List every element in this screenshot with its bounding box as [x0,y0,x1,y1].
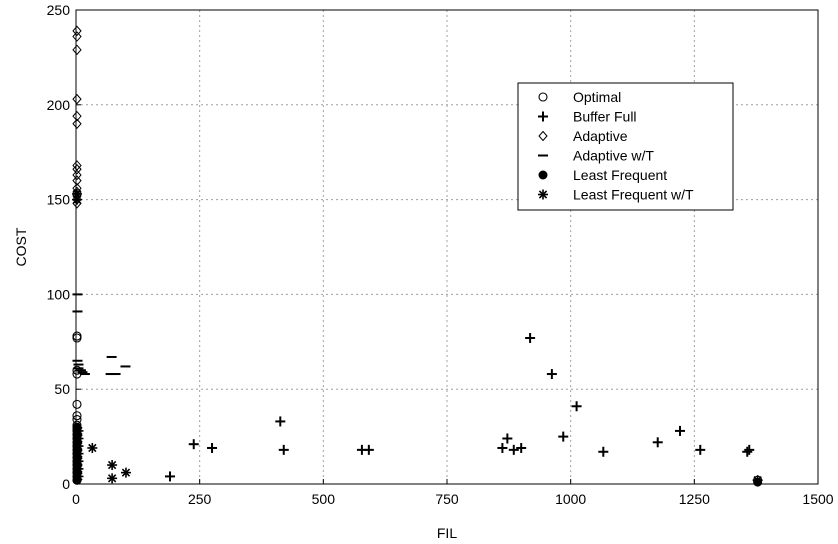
x-tick-label: 750 [435,491,459,507]
data-point [207,442,218,453]
series-3 [72,293,131,376]
data-point [744,444,755,455]
data-point [508,444,519,455]
data-point [72,44,82,56]
data-point [72,164,82,175]
data-point [525,333,536,344]
data-point [107,460,118,471]
legend: Optimal Buffer Full Adaptive Adaptive w/T Le… [517,82,734,211]
y-tick-label: 0 [62,476,70,492]
legend-entry: Adaptive [573,128,628,144]
legend-marker [538,170,548,180]
data-point [72,118,82,130]
legend-box [517,82,734,211]
y-tick-label: 200 [47,97,71,113]
legend-entry: Least Frequent [573,167,667,183]
data-point [72,31,82,42]
legend-entry: Buffer Full [573,109,637,125]
data-point [502,433,513,444]
data-points [71,25,763,487]
data-point [275,416,286,427]
legend-entry: Optimal [573,89,621,105]
data-point [695,444,706,455]
data-point [674,425,685,436]
data-point [87,442,98,453]
legend-marker [538,92,548,102]
y-tick-label: 150 [47,192,71,208]
data-point [497,442,508,453]
data-point [188,439,199,450]
data-point [72,93,82,105]
x-axis-label: FIL [437,525,457,541]
series-0 [72,331,763,485]
legend-entry: Adaptive w/T [573,148,654,164]
series-4 [72,422,763,487]
data-point [120,467,131,478]
x-tick-label: 1000 [555,491,586,507]
axis-ticks: 0 250 500 750 1000 1250 1500 0 50 100 150 200 250 [47,2,834,507]
data-point [546,369,557,380]
series-5 [71,188,763,486]
data-point [278,444,289,455]
x-tick-label: 1500 [802,491,833,507]
data-point [652,437,663,448]
x-tick-label: 0 [72,491,80,507]
data-point [72,333,82,343]
legend-entry: Least Frequent w/T [573,187,694,203]
data-point [558,431,569,442]
series-2 [72,25,82,209]
legend-marker [538,189,548,200]
data-point [363,444,374,455]
grid [76,10,818,484]
y-tick-label: 50 [54,381,70,397]
data-point [516,442,527,453]
data-point [72,175,82,186]
data-point [72,399,82,409]
legend-marker [538,111,548,122]
data-point [72,331,82,341]
x-tick-label: 1250 [679,491,710,507]
series-1 [164,333,755,482]
data-point [598,446,609,457]
data-point [571,401,582,412]
y-tick-label: 100 [47,286,71,302]
data-point [164,471,175,482]
data-point [73,471,84,482]
y-axis-label: COST [13,227,29,266]
data-point [72,411,82,421]
y-tick-label: 250 [47,2,71,18]
legend-marker [538,130,548,142]
data-point [107,473,118,484]
x-tick-label: 500 [312,491,336,507]
data-point [72,169,82,181]
data-point [72,110,82,122]
x-tick-label: 250 [188,491,212,507]
data-point [72,25,82,37]
data-point [742,446,753,457]
